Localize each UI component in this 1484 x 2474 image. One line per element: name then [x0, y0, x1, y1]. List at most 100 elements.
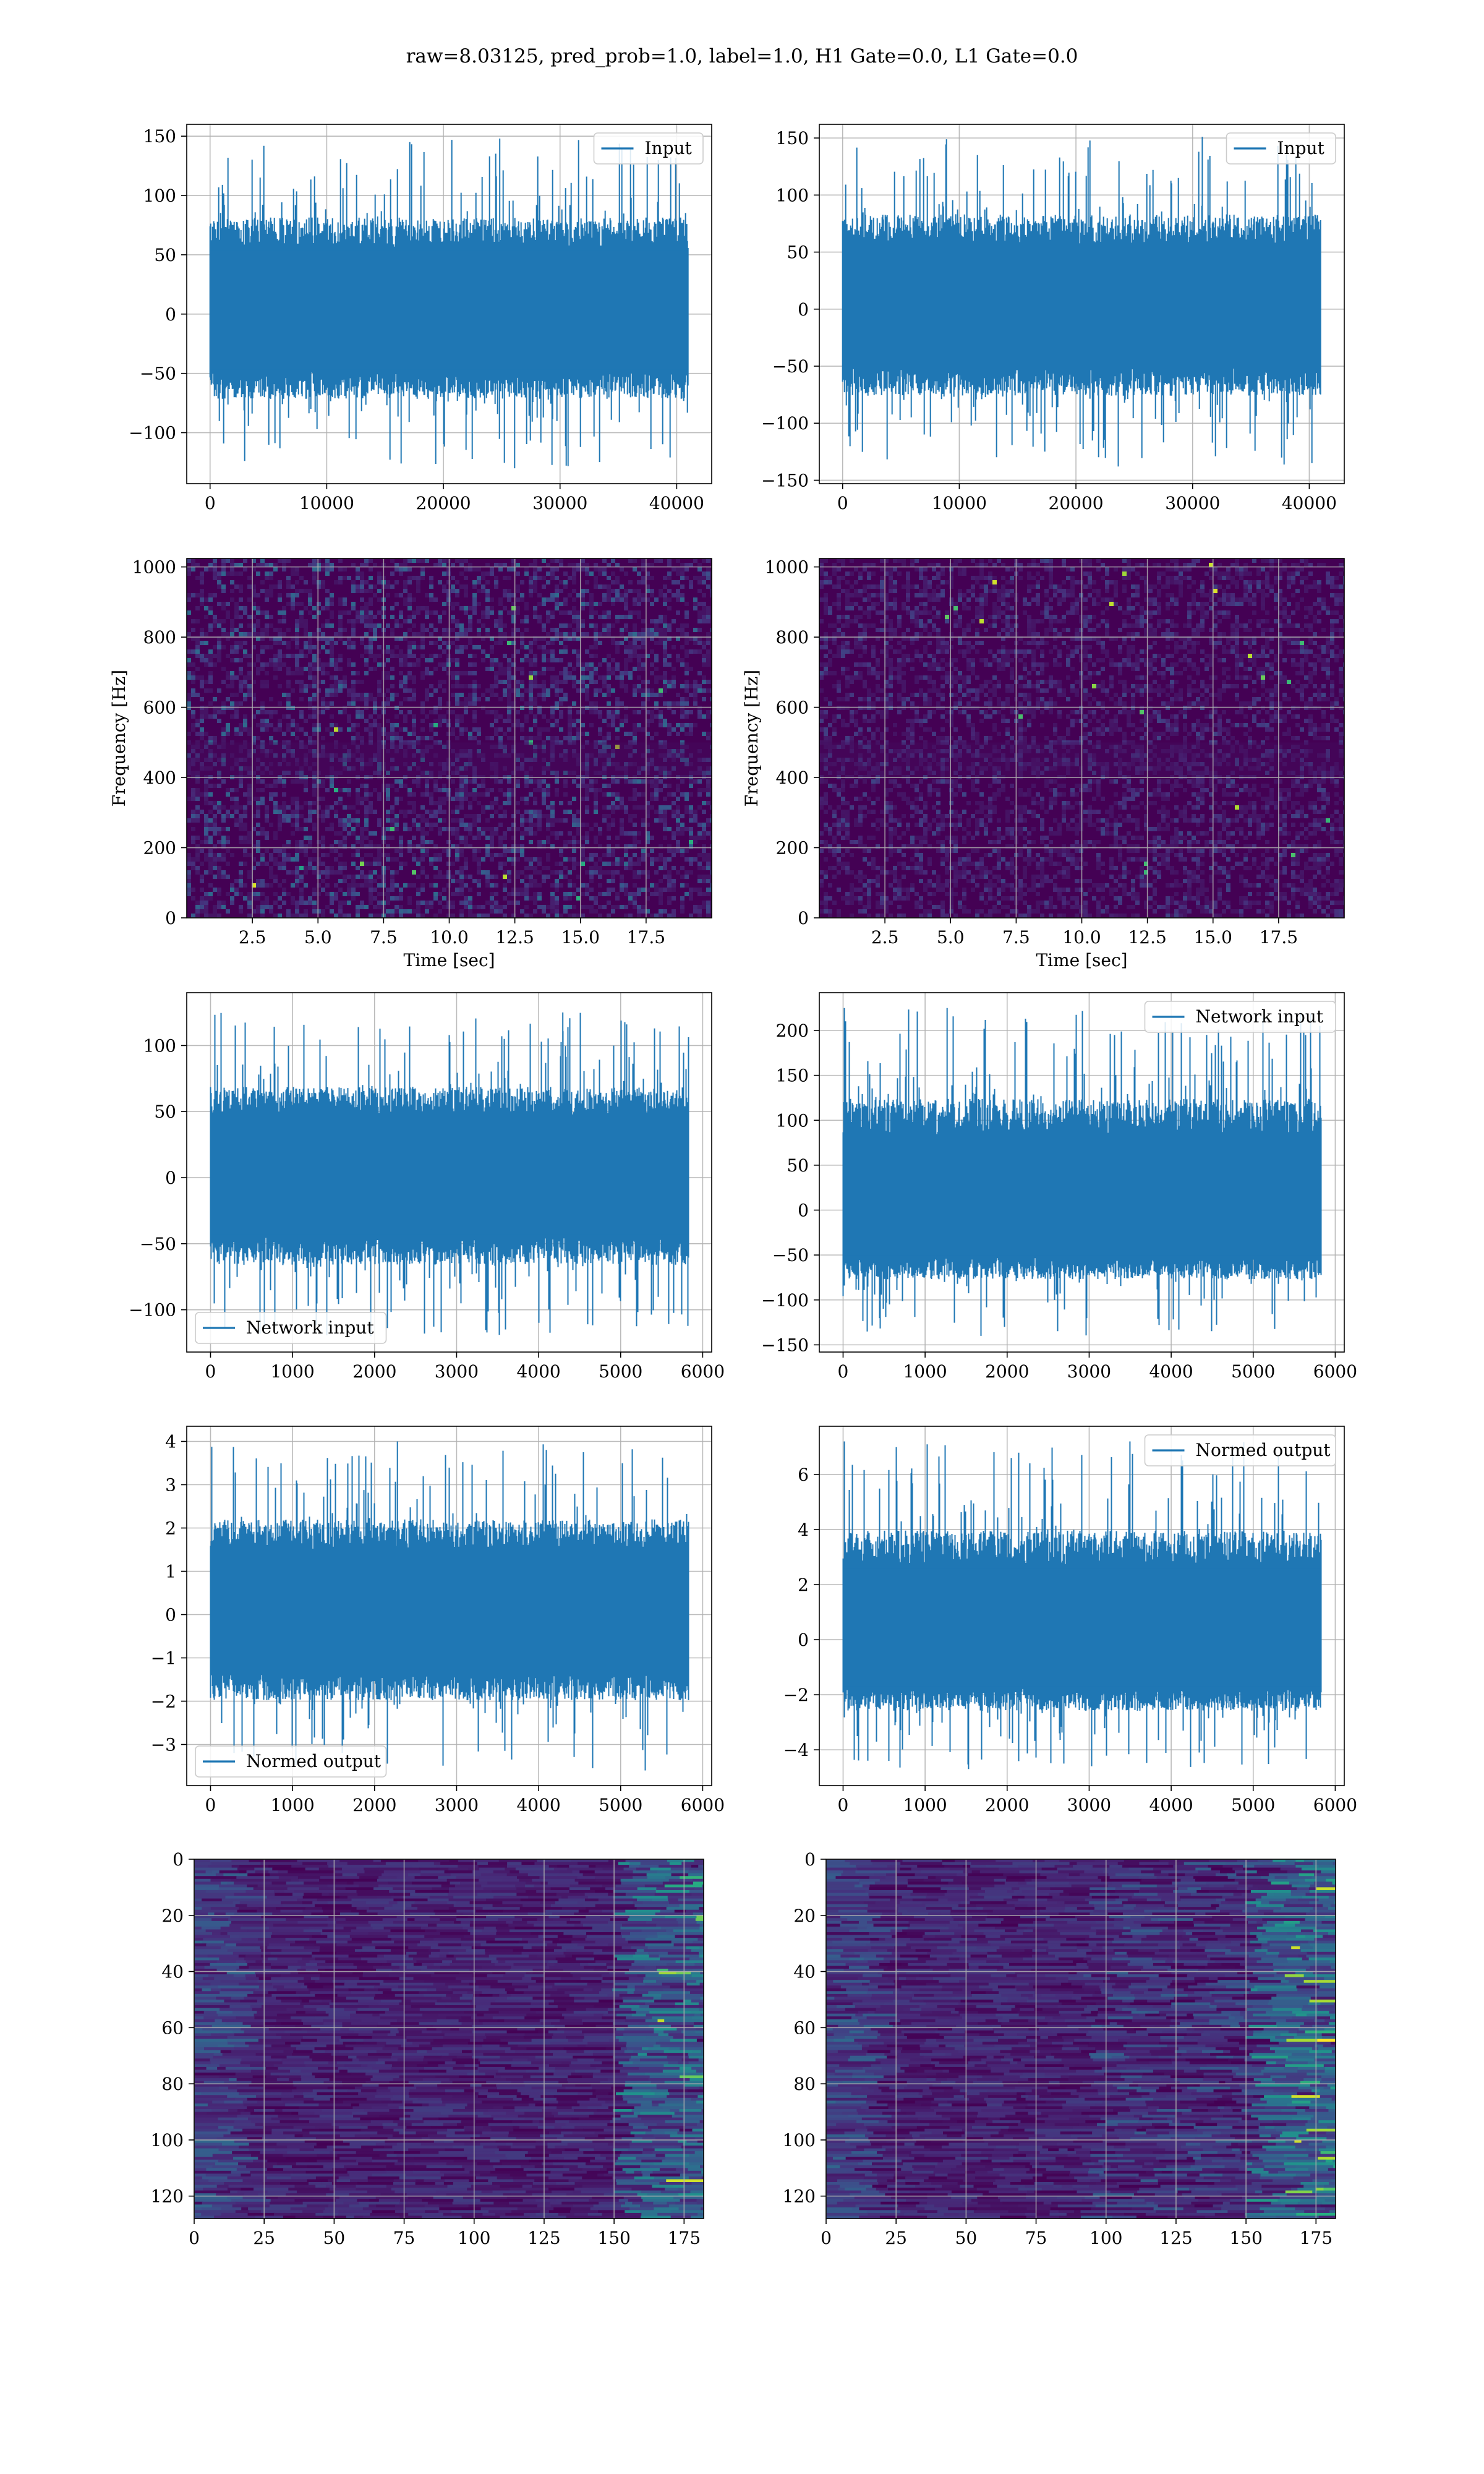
y-axis-label: Frequency [Hz]	[109, 670, 129, 807]
x-tick-label: 125	[1159, 2228, 1192, 2248]
x-tick-label: 125	[527, 2228, 560, 2248]
x-tick-label: 5000	[599, 1361, 642, 1382]
x-tick-label: 2000	[985, 1795, 1029, 1815]
x-tick-label: 3000	[435, 1361, 479, 1382]
series-core	[210, 1552, 689, 1671]
y-tick-label: 150	[143, 126, 176, 147]
panel-row4-left: Normed output 0 1000 2000 3000 4000 5000 6000 −3…	[151, 1426, 725, 1815]
y-tick-label: 0	[798, 908, 809, 928]
y-tick-label: 60	[793, 2018, 816, 2038]
y-tick-label: 600	[776, 698, 809, 718]
y-tick-label: 400	[776, 768, 809, 788]
y-tick-label: 100	[776, 185, 809, 205]
y-tick-label: 3	[165, 1475, 176, 1496]
y-tick-label: 150	[776, 1066, 809, 1086]
x-tick-label: 30000	[532, 493, 587, 513]
y-tick-label: 0	[173, 1849, 184, 1870]
x-tick-label: 5000	[1231, 1795, 1275, 1815]
x-tick-label: 4000	[1149, 1361, 1193, 1382]
y-tick-label: 100	[143, 186, 176, 206]
y-tick-label: −150	[761, 470, 809, 490]
y-tick-label: 40	[161, 1962, 184, 1982]
x-tick-label: 20000	[416, 493, 471, 513]
series-core	[210, 1118, 689, 1235]
y-tick-label: −2	[783, 1685, 809, 1705]
legend: Input	[1226, 132, 1336, 165]
y-tick-label: 4	[798, 1520, 809, 1540]
heatmap-cells	[194, 1859, 704, 2219]
x-tick-label: 7.5	[1002, 927, 1030, 948]
x-tick-label: 75	[1025, 2228, 1047, 2248]
x-tick-label: 40000	[649, 493, 704, 513]
y-tick-label: 20	[161, 1906, 184, 1926]
x-tick-label: 6000	[1313, 1361, 1357, 1382]
panel-row2-left: 2.5 5.0 7.5 10.0 12.5 15.0 17.5 0 200 400 600 800 10…	[109, 557, 712, 970]
y-tick-label: 100	[143, 1035, 176, 1056]
x-tick-label: 1000	[903, 1361, 947, 1382]
y-tick-label: 200	[776, 838, 809, 858]
legend: Network input	[195, 1312, 387, 1344]
y-tick-label: 120	[783, 2186, 816, 2207]
y-tick-label: −50	[140, 364, 176, 384]
y-tick-label: −100	[761, 1290, 809, 1311]
legend-label: Network input	[1196, 1006, 1324, 1027]
x-tick-label: 10000	[932, 493, 987, 513]
y-tick-label: 1000	[765, 557, 809, 578]
y-tick-label: 150	[776, 128, 809, 148]
y-tick-label: 80	[161, 2074, 184, 2094]
x-tick-label: 6000	[1313, 1795, 1357, 1815]
x-tick-label: 5.0	[937, 927, 965, 948]
x-tick-label: 17.5	[627, 927, 665, 948]
x-tick-label: 0	[189, 2228, 200, 2248]
figure-title: raw=8.03125, pred_prob=1.0, label=1.0, H…	[406, 45, 1078, 67]
y-tick-label: −50	[140, 1234, 176, 1254]
y-tick-label: 200	[776, 1021, 809, 1041]
x-tick-label: 5000	[1231, 1361, 1275, 1382]
y-tick-label: 1	[165, 1562, 176, 1582]
x-tick-label: 25	[885, 2228, 907, 2248]
x-tick-label: 10.0	[1062, 927, 1101, 948]
legend-label: Normed output	[1196, 1440, 1331, 1460]
y-tick-label: 0	[165, 304, 176, 325]
x-tick-label: 15.0	[561, 927, 600, 948]
legend: Normed output	[1144, 1434, 1336, 1466]
y-tick-label: 50	[154, 1102, 176, 1122]
y-axis-label: Frequency [Hz]	[741, 670, 762, 807]
axes-frame	[186, 992, 712, 1353]
x-tick-label: 150	[597, 2228, 630, 2248]
y-tick-label: 50	[787, 242, 809, 263]
x-tick-label: 30000	[1165, 493, 1220, 513]
y-tick-label: 800	[776, 627, 809, 648]
legend-label: Network input	[246, 1317, 374, 1338]
y-tick-label: −1	[151, 1648, 176, 1669]
series-core	[843, 1137, 1321, 1256]
x-tick-label: 100	[458, 2228, 490, 2248]
panel-row4-right: Normed output 0 1000 2000 3000 4000 5000 6000 −4…	[783, 1426, 1357, 1815]
series-core	[842, 247, 1321, 366]
x-tick-label: 10000	[299, 493, 354, 513]
x-tick-label: 0	[205, 1361, 216, 1382]
y-tick-label: 0	[798, 299, 809, 320]
x-tick-label: 1000	[903, 1795, 947, 1815]
y-tick-label: −50	[772, 1245, 809, 1265]
x-tick-label: 3000	[435, 1795, 479, 1815]
x-tick-label: 175	[1300, 2228, 1333, 2248]
x-tick-label: 5000	[599, 1795, 642, 1815]
y-tick-label: 0	[165, 1168, 176, 1188]
panel-row5-left: 0 25 50 75 100 125 150 175 0 20 40 60 80 100 120	[151, 1849, 704, 2248]
y-tick-label: 0	[804, 1849, 816, 1870]
x-tick-label: 0	[821, 2228, 832, 2248]
y-tick-label: 2	[165, 1518, 176, 1539]
y-tick-label: 80	[793, 2074, 816, 2094]
x-tick-label: 75	[393, 2228, 416, 2248]
y-tick-label: 6	[798, 1465, 809, 1485]
x-tick-label: 0	[205, 493, 216, 513]
x-axis-label: Time [sec]	[403, 950, 495, 970]
series-core	[210, 250, 688, 370]
x-tick-label: 10.0	[430, 927, 468, 948]
y-tick-label: 0	[798, 1630, 809, 1650]
y-tick-label: 60	[161, 2018, 184, 2038]
